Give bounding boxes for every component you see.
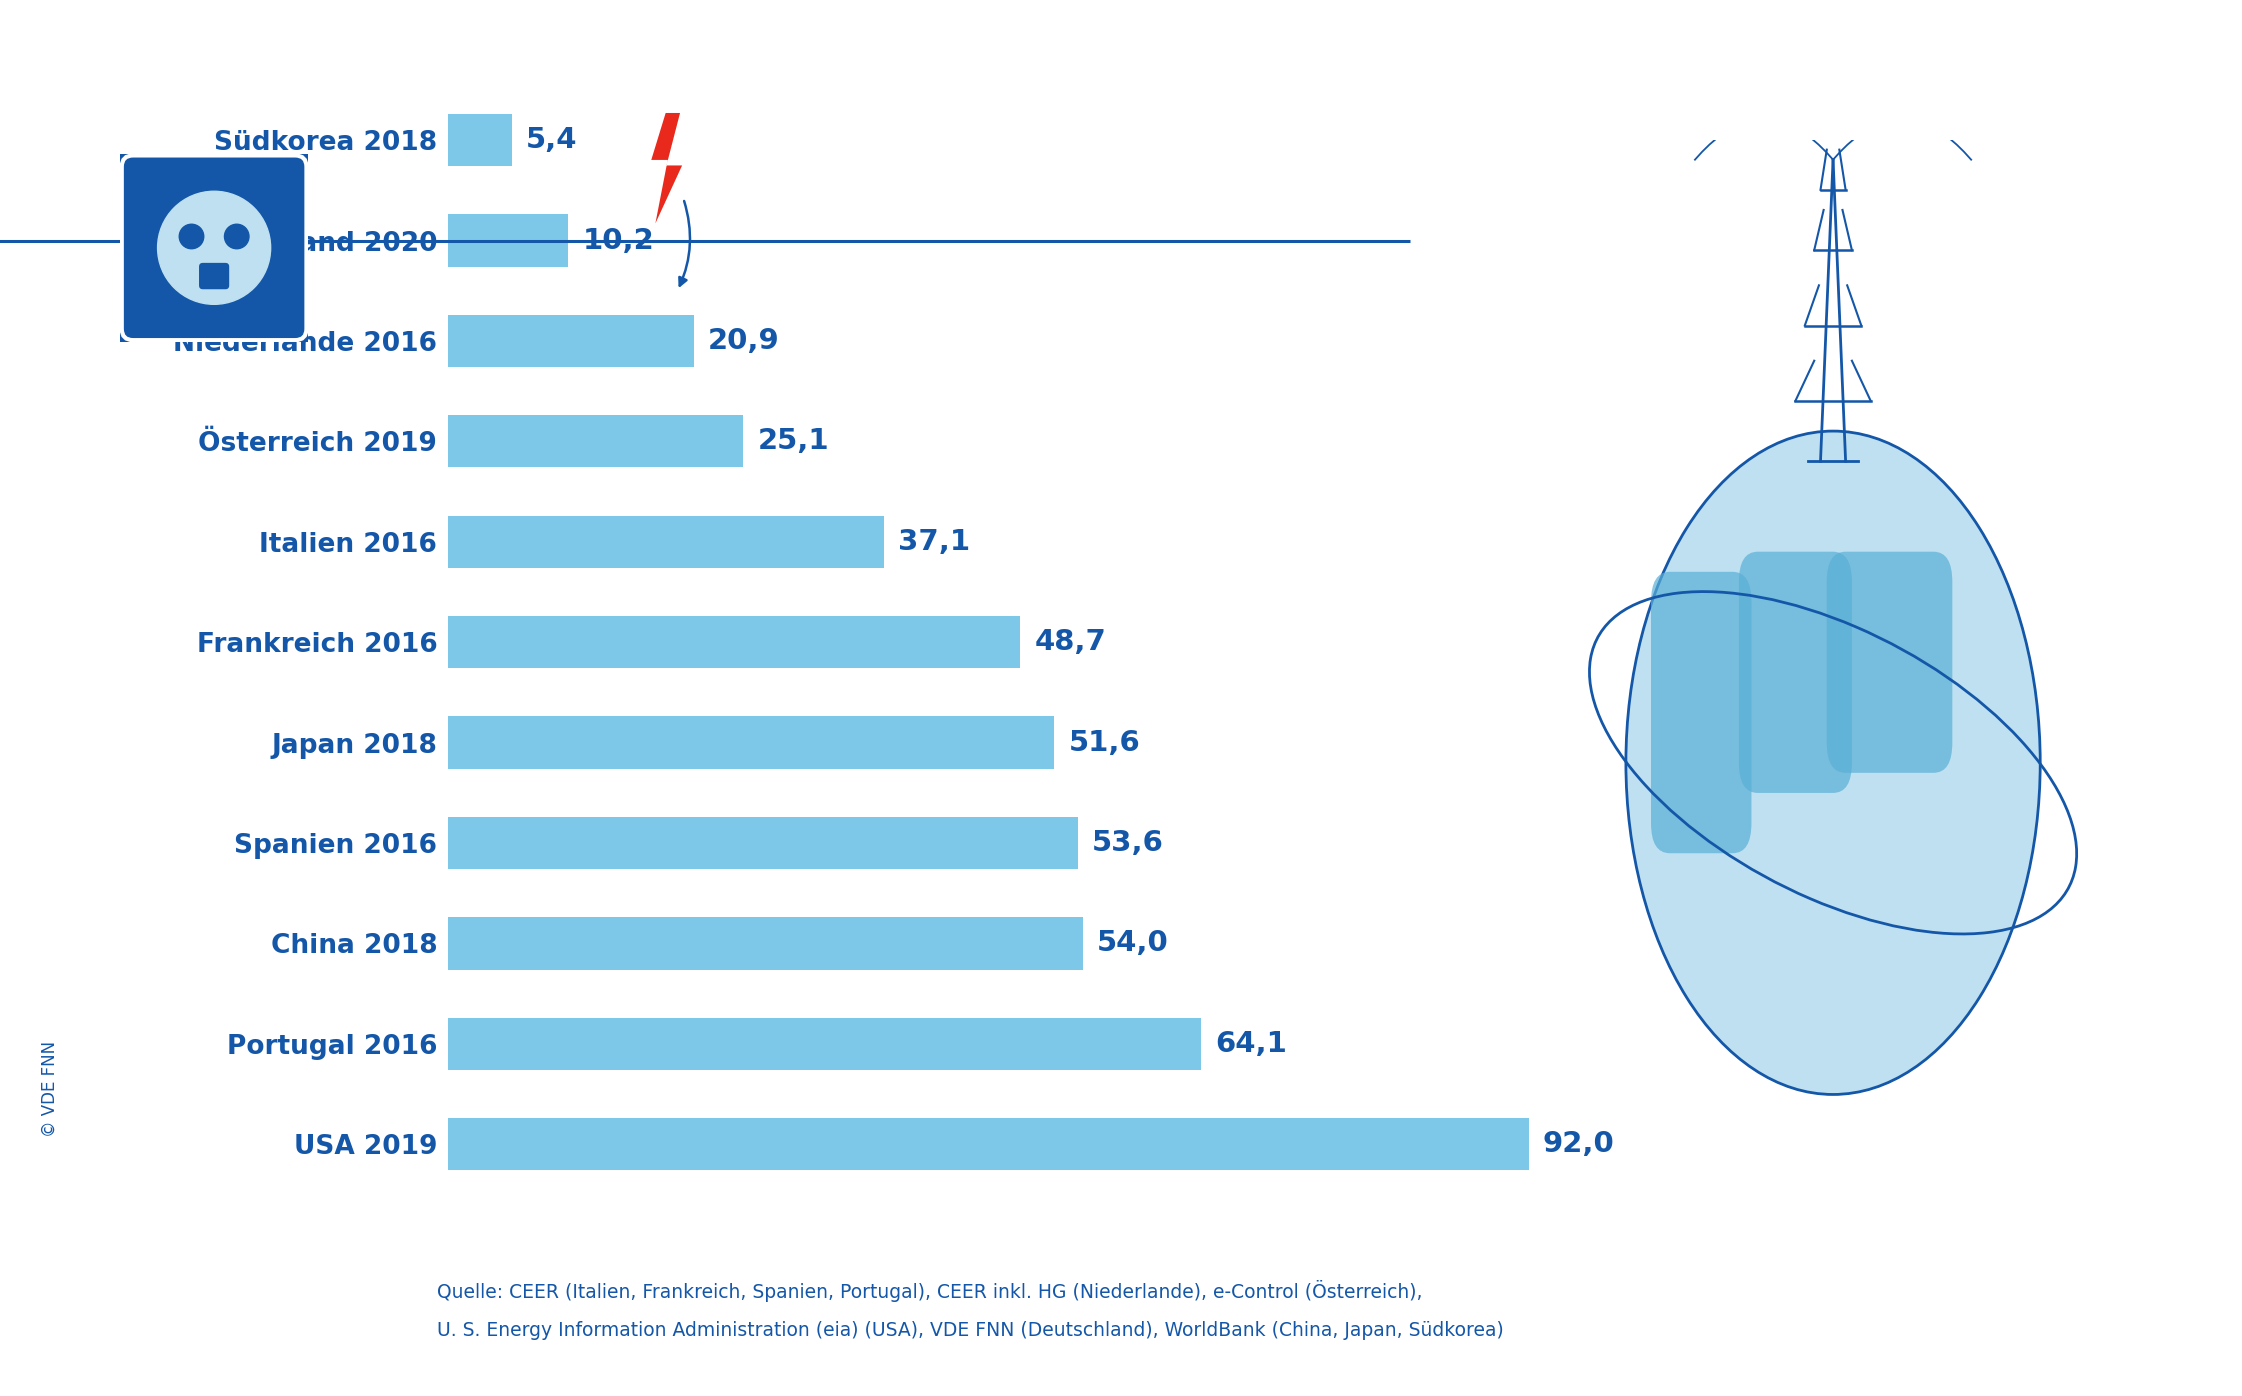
Bar [448,114,511,166]
Text: 92,0: 92,0 [1542,1131,1614,1159]
FancyBboxPatch shape [200,262,229,289]
Text: © VDE FNN: © VDE FNN [40,1041,58,1136]
FancyBboxPatch shape [1650,572,1751,853]
FancyBboxPatch shape [112,147,316,349]
Text: 64,1: 64,1 [1215,1030,1287,1058]
Bar [448,817,1078,870]
Bar [448,1118,1529,1170]
Bar [448,1018,1202,1069]
Text: 25,1: 25,1 [758,427,830,455]
Text: 54,0: 54,0 [1096,930,1168,958]
Polygon shape [650,113,682,223]
FancyBboxPatch shape [1740,551,1852,793]
Bar [448,515,883,568]
FancyBboxPatch shape [1827,551,1953,773]
Circle shape [157,191,271,304]
Circle shape [1625,431,2040,1094]
Text: 51,6: 51,6 [1069,729,1141,757]
Circle shape [179,225,204,248]
Text: 48,7: 48,7 [1034,628,1105,656]
Bar [448,917,1083,969]
Circle shape [224,225,249,248]
Text: U. S. Energy Information Administration (eia) (USA), VDE FNN (Deutschland), Worl: U. S. Energy Information Administration … [437,1321,1504,1340]
Text: 53,6: 53,6 [1092,829,1164,857]
Bar [448,616,1020,669]
Text: 20,9: 20,9 [708,327,780,355]
Bar [448,415,742,468]
Text: 10,2: 10,2 [583,226,655,254]
Text: 5,4: 5,4 [527,126,578,154]
Bar [448,215,567,267]
Bar [448,716,1054,769]
Bar [448,315,693,367]
Text: Quelle: CEER (Italien, Frankreich, Spanien, Portugal), CEER inkl. HG (Niederland: Quelle: CEER (Italien, Frankreich, Spani… [437,1280,1424,1302]
Text: 37,1: 37,1 [899,528,971,556]
